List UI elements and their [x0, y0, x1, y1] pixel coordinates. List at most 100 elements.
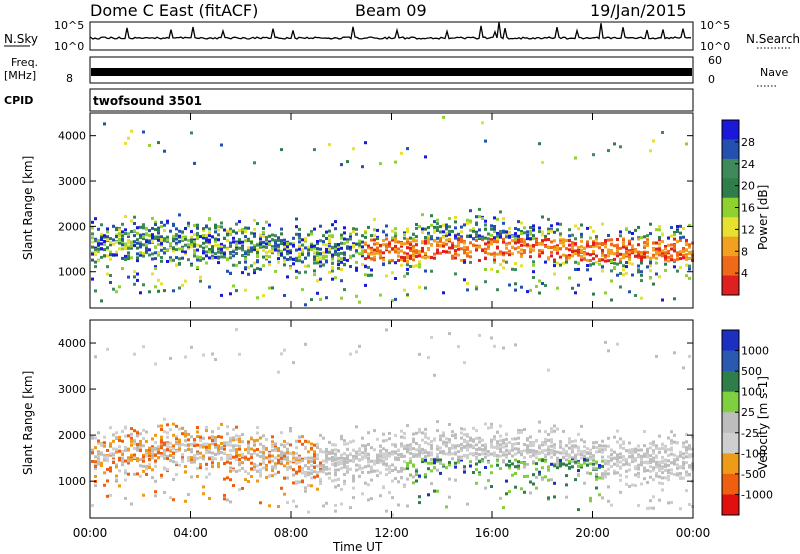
heat-cell	[193, 244, 196, 248]
heat-cell	[94, 446, 97, 450]
heat-cell	[298, 458, 301, 462]
heat-cell	[247, 480, 250, 483]
heat-cell	[181, 457, 184, 461]
heat-cell	[412, 447, 415, 451]
heat-cell	[103, 483, 106, 487]
heat-cell	[406, 267, 409, 271]
heat-cell	[412, 264, 415, 268]
heat-cell	[172, 451, 175, 455]
heat-cell	[244, 266, 247, 270]
heat-cell	[496, 237, 499, 241]
nsky-panel-frame	[89, 21, 694, 51]
heat-cell	[406, 229, 409, 233]
heat-cell	[250, 453, 253, 456]
heat-cell	[157, 242, 160, 246]
heat-cell	[319, 224, 322, 228]
heat-cell	[259, 237, 262, 241]
heat-cell	[625, 250, 628, 254]
heat-cell	[175, 248, 178, 252]
heat-cell	[94, 464, 97, 468]
heat-cell	[355, 227, 358, 231]
heat-cell	[403, 485, 406, 489]
heat-cell	[232, 438, 235, 442]
heat-cell	[193, 454, 196, 458]
heat-cell	[208, 450, 211, 454]
colorbar-swatch	[722, 391, 739, 413]
heat-cell	[250, 247, 253, 251]
heat-cell	[400, 249, 403, 253]
heat-cell	[577, 248, 580, 252]
heat-cell	[631, 232, 634, 235]
heat-cell	[571, 459, 574, 463]
heat-cell	[442, 291, 445, 295]
heat-cell	[325, 467, 328, 471]
heat-cell	[433, 437, 436, 441]
heat-cell	[136, 241, 139, 245]
heat-cell	[202, 485, 205, 489]
heat-cell	[211, 451, 214, 455]
heat-cell	[322, 251, 325, 255]
heat-cell	[511, 448, 514, 452]
heat-cell	[535, 467, 538, 471]
heat-cell	[238, 229, 241, 233]
heat-cell	[553, 239, 556, 243]
heat-cell	[205, 254, 208, 258]
heat-cell	[538, 230, 541, 234]
heat-cell	[523, 250, 526, 254]
heat-cell	[259, 442, 262, 446]
heat-cell	[139, 432, 142, 436]
heat-cell	[358, 453, 361, 456]
heat-cell	[298, 460, 301, 464]
heat-cell	[172, 246, 175, 250]
heat-cell	[100, 442, 103, 446]
heat-cell	[337, 243, 340, 246]
heat-cell	[334, 464, 337, 468]
heat-cell	[331, 266, 334, 269]
heat-cell	[241, 461, 244, 465]
heat-cell	[406, 462, 409, 465]
heat-cell	[406, 464, 409, 468]
heat-cell	[655, 444, 658, 448]
heat-cell	[118, 445, 121, 449]
heat-cell	[247, 451, 250, 455]
heat-cell	[445, 231, 448, 235]
heat-cell	[664, 444, 667, 448]
heat-cell	[343, 288, 346, 292]
heat-cell	[274, 466, 277, 470]
heat-cell	[577, 267, 580, 271]
power-panel-frame	[89, 112, 694, 309]
heat-cell	[121, 456, 124, 460]
heat-cell	[580, 450, 583, 454]
heat-cell	[271, 435, 274, 439]
heat-cell	[313, 246, 316, 250]
heat-cell	[655, 463, 658, 467]
heat-cell	[637, 448, 640, 452]
heat-cell	[157, 251, 160, 254]
heat-cell	[367, 246, 370, 250]
heat-cell	[427, 436, 430, 440]
heat-cell	[298, 271, 301, 275]
heat-cell	[103, 441, 106, 445]
heat-cell	[418, 254, 421, 258]
heat-cell	[256, 431, 259, 435]
heat-cell	[685, 263, 688, 267]
heat-cell	[466, 432, 469, 436]
heat-cell	[682, 466, 685, 470]
heat-cell	[514, 288, 517, 292]
heat-cell	[394, 434, 397, 437]
heat-cell	[580, 232, 583, 236]
heat-cell	[286, 447, 289, 451]
heat-cell	[436, 453, 439, 456]
heat-cell	[406, 227, 409, 231]
heat-cell	[313, 244, 316, 248]
heat-cell	[274, 472, 277, 476]
heat-cell	[652, 468, 655, 472]
heat-cell	[508, 464, 511, 468]
heat-cell	[454, 256, 457, 260]
heat-cell	[94, 253, 97, 257]
heat-cell	[403, 288, 406, 292]
heat-cell	[439, 243, 442, 247]
heat-cell	[190, 448, 193, 452]
heat-cell	[238, 261, 241, 265]
heat-cell	[322, 459, 325, 463]
